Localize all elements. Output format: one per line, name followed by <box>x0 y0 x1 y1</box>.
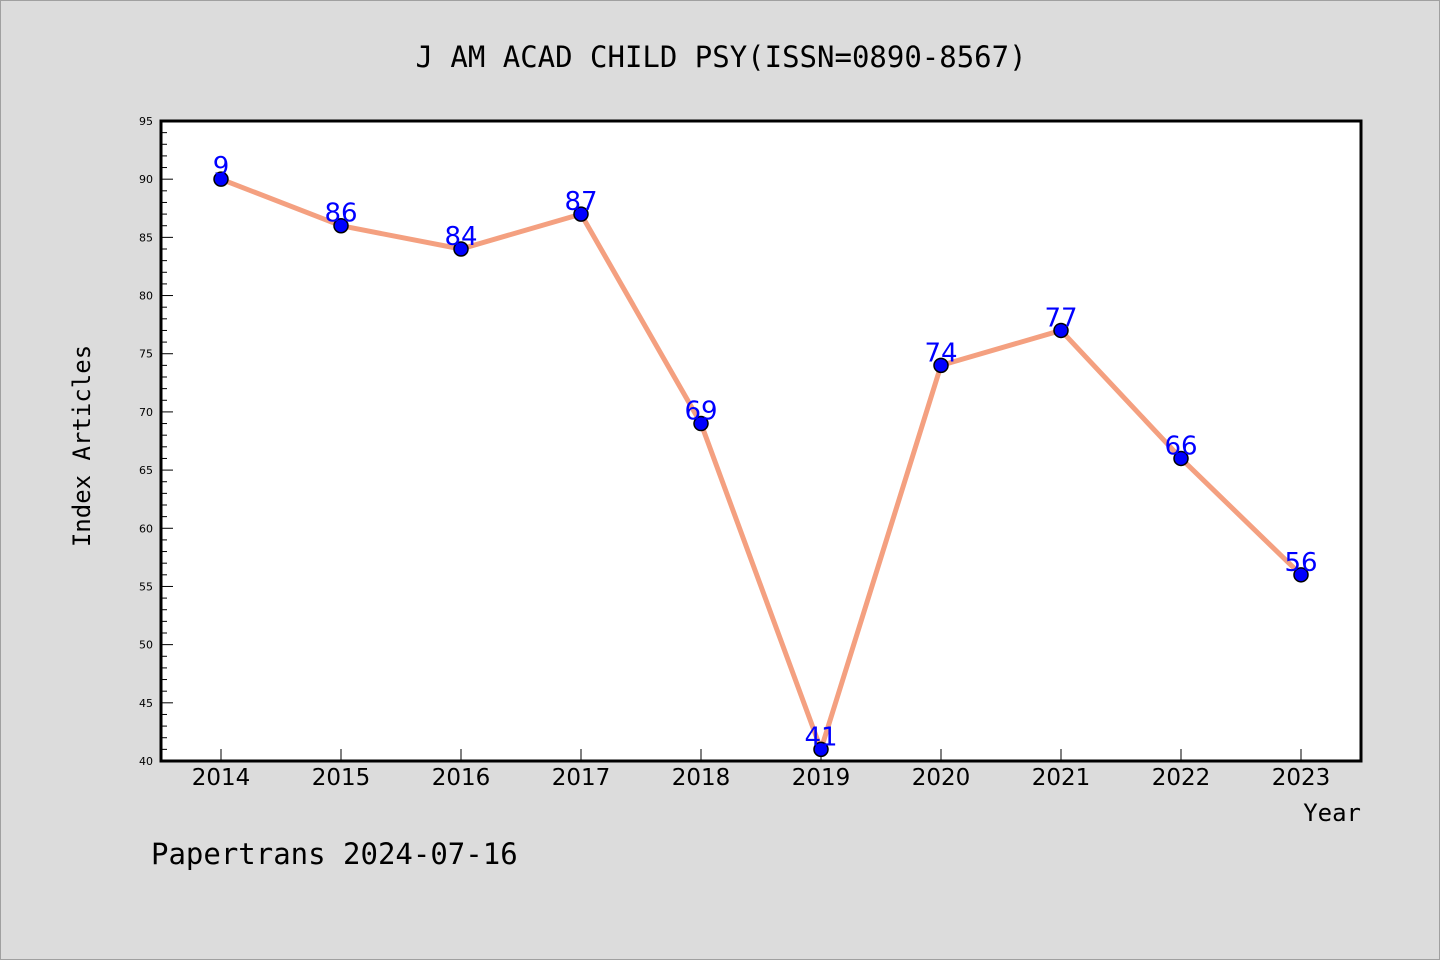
data-label: 69 <box>684 397 717 427</box>
x-tick-label: 2016 <box>432 765 491 791</box>
x-tick-label: 2019 <box>792 765 851 791</box>
y-tick-label: 85 <box>139 231 153 244</box>
data-point <box>453 241 469 257</box>
data-point <box>933 357 949 374</box>
data-point <box>333 217 349 234</box>
y-axis: 40 45 50 55 60 65 70 75 80 85 90 95 <box>139 115 173 768</box>
x-tick-label: 2022 <box>1152 765 1211 791</box>
data-point <box>573 206 589 222</box>
data-label: 56 <box>1284 548 1317 578</box>
x-tick-label: 2018 <box>672 765 731 791</box>
y-tick-label: 70 <box>139 406 153 419</box>
chart-title: J AM ACAD CHILD PSY(ISSN=0890-8567) <box>415 40 1026 74</box>
y-tick-label: 75 <box>139 348 153 361</box>
y-tick-label: 45 <box>139 697 153 710</box>
data-point <box>1053 322 1069 339</box>
x-tick-label: 2015 <box>312 765 371 791</box>
y-tick-label: 60 <box>139 522 153 535</box>
data-label: 74 <box>924 338 957 368</box>
data-label: 41 <box>804 722 837 752</box>
data-series: 9 86 84 87 69 41 74 77 66 56 <box>213 152 1318 758</box>
data-label: 86 <box>324 199 357 229</box>
data-point <box>693 415 709 432</box>
y-axis-label: Index Articles <box>68 345 96 547</box>
data-label: 84 <box>444 222 477 252</box>
y-tick-label: 80 <box>139 290 153 303</box>
data-label: 87 <box>564 187 597 217</box>
footer-credit: Papertrans 2024-07-16 <box>151 837 518 871</box>
series-line <box>218 176 1304 752</box>
x-tick-label: 2014 <box>192 765 251 791</box>
data-point <box>1173 450 1189 467</box>
y-tick-label: 90 <box>139 173 153 186</box>
x-tick-label: 2017 <box>552 765 611 791</box>
data-label: 66 <box>1164 431 1197 461</box>
y-tick-label: 65 <box>139 464 153 477</box>
x-axis: 2014 2015 2016 2017 2018 2019 2020 2021 2022 2023 <box>192 749 1331 791</box>
x-tick-label: 2021 <box>1032 765 1091 791</box>
data-label: 9 <box>213 152 230 182</box>
data-label: 77 <box>1044 303 1077 333</box>
data-point <box>213 171 229 187</box>
y-tick-label: 40 <box>139 755 153 768</box>
x-axis-label: Year <box>1303 799 1361 827</box>
x-tick-label: 2020 <box>912 765 971 791</box>
data-point <box>813 741 829 758</box>
y-tick-label: 50 <box>139 639 153 652</box>
x-tick-label: 2023 <box>1272 765 1331 791</box>
y-tick-label: 55 <box>139 580 153 593</box>
data-point <box>1293 567 1309 583</box>
y-tick-label: 95 <box>139 115 153 128</box>
